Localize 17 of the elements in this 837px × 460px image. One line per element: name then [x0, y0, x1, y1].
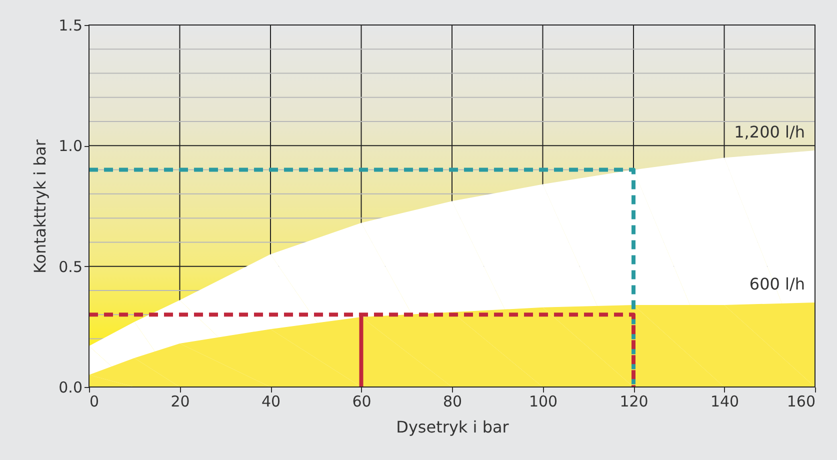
x-tick-label: 80 — [442, 392, 462, 410]
y-axis-title: Kontakttryk i bar — [30, 139, 50, 274]
x-tick-label: 0 — [90, 392, 100, 410]
y-tick-label: 0.5 — [58, 258, 82, 276]
series-label: 600 l/h — [749, 274, 805, 294]
x-axis-title: Dysetryk i bar — [396, 418, 510, 436]
x-tick-label: 100 — [528, 392, 558, 410]
x-tick-label: 160 — [786, 392, 816, 410]
x-tick-label: 20 — [170, 392, 190, 410]
series-label: 1,200 l/h — [734, 122, 805, 142]
y-tick-label: 1.0 — [58, 137, 82, 156]
x-tick-label: 140 — [710, 392, 740, 410]
y-tick-label: 1.5 — [58, 16, 82, 34]
y-tick-label: 0.0 — [58, 378, 82, 396]
x-tick-label: 40 — [261, 392, 281, 410]
x-tick-label: 120 — [620, 392, 648, 410]
x-tick-label: 60 — [352, 392, 372, 410]
